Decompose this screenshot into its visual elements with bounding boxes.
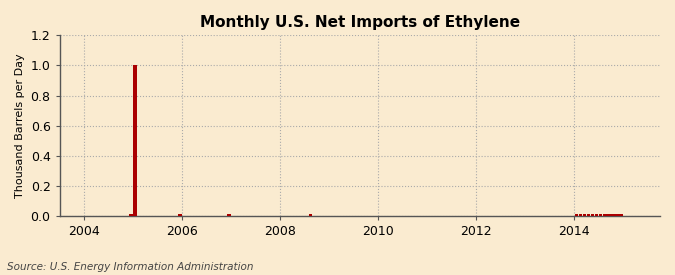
Bar [599,214,603,216]
Bar [130,214,133,216]
Title: Monthly U.S. Net Imports of Ethylene: Monthly U.S. Net Imports of Ethylene [200,15,520,30]
Bar [574,214,578,216]
Bar [591,214,594,216]
Bar [587,214,590,216]
Bar [595,214,599,216]
Bar [309,214,313,216]
Bar [583,214,586,216]
Bar [608,214,611,216]
Bar [134,65,137,216]
Bar [178,214,182,216]
Text: Source: U.S. Energy Information Administration: Source: U.S. Energy Information Administ… [7,262,253,272]
Bar [227,214,231,216]
Y-axis label: Thousand Barrels per Day: Thousand Barrels per Day [15,53,25,198]
Bar [578,214,582,216]
Bar [620,214,623,216]
Bar [616,214,619,216]
Bar [612,214,615,216]
Bar [603,214,607,216]
